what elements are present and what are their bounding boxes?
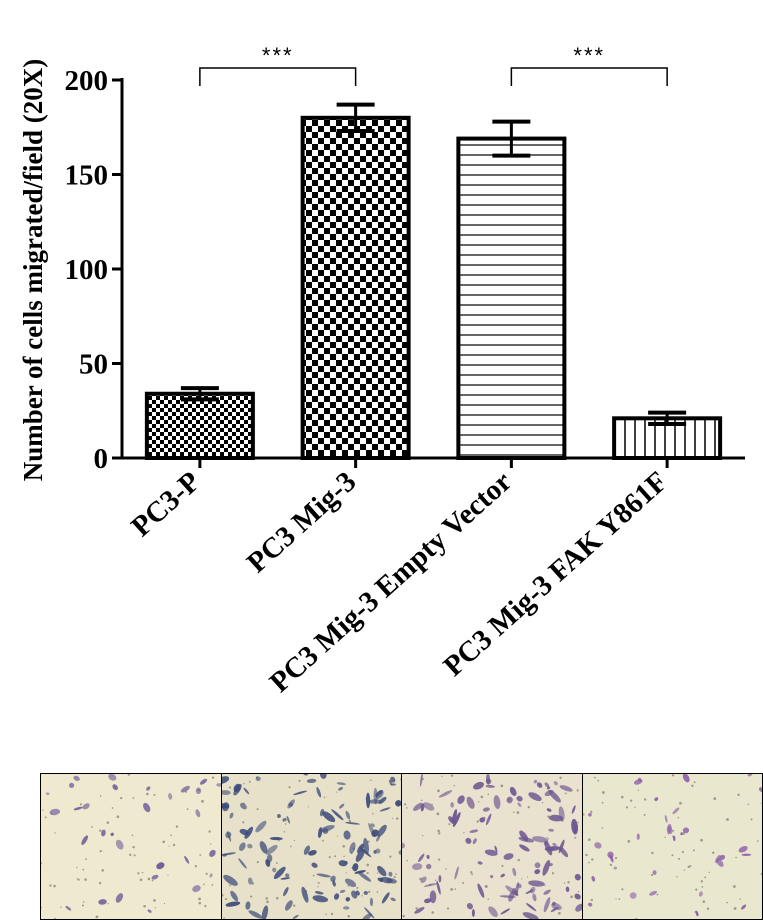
micrograph-image xyxy=(402,774,582,919)
bar xyxy=(456,136,567,460)
significance-label: *** xyxy=(573,43,605,68)
significance-label: *** xyxy=(262,43,294,68)
micrograph-pc3-mig3-fak-y861f xyxy=(582,774,762,919)
micrograph-image xyxy=(41,774,221,919)
micrograph-image xyxy=(582,774,762,919)
y-tick-label: 150 xyxy=(65,160,109,192)
micrograph-pc3-mig3-empty-vector xyxy=(402,774,583,919)
y-tick-label: 200 xyxy=(65,65,109,97)
micrograph-pc3-p xyxy=(41,774,222,919)
significance-bracket xyxy=(199,67,357,86)
y-tick-label: 50 xyxy=(79,349,108,381)
micrograph-pc3-mig3 xyxy=(221,774,402,919)
y-tick-label: 100 xyxy=(65,254,109,286)
x-tick-label: PC3 Mig-3 xyxy=(241,465,362,579)
micrograph-image xyxy=(221,774,401,919)
y-axis-label: Number of cells migrated/field (20X) xyxy=(18,59,48,481)
y-tick-label: 0 xyxy=(94,443,109,475)
bar xyxy=(144,391,255,460)
x-tick-label: PC3-P xyxy=(125,465,206,543)
bar-chart: Number of cells migrated/field (20X) 0 50… xyxy=(18,43,745,699)
micrograph-strip xyxy=(40,773,763,920)
significance-bracket xyxy=(510,67,668,86)
bar xyxy=(300,115,411,461)
